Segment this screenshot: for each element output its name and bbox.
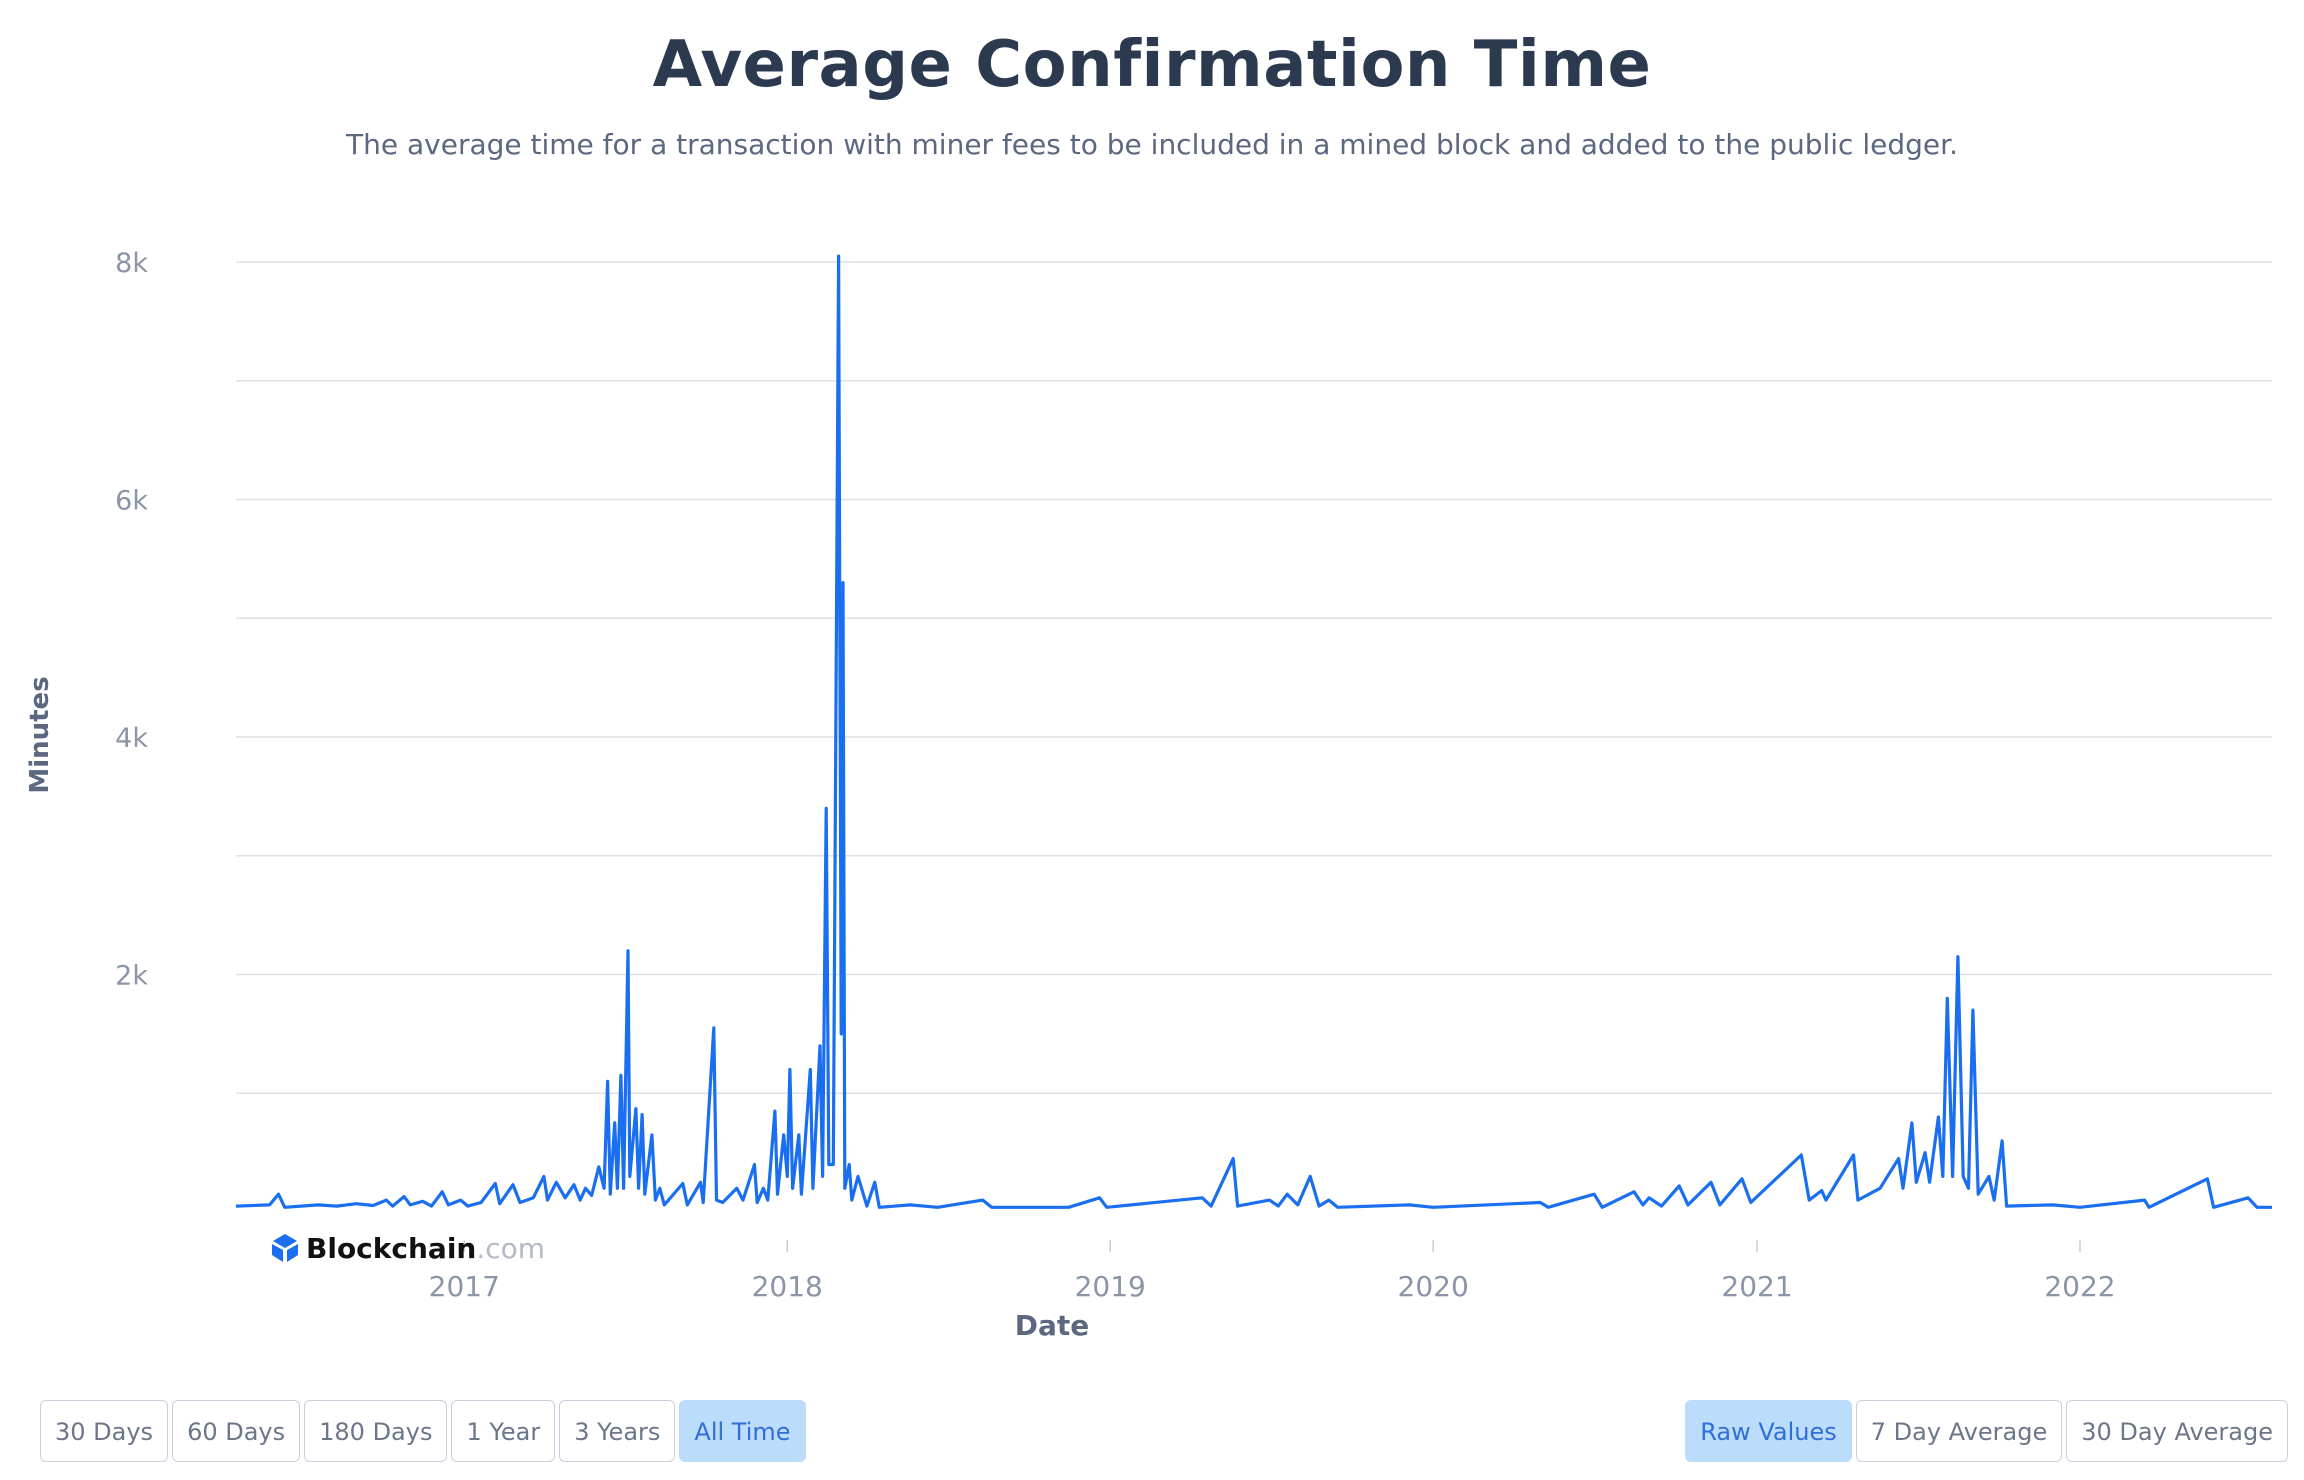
y-tick-label: 6k [115,486,148,517]
mode-7-day-average-button[interactable]: 7 Day Average [1855,1400,2063,1462]
page-subtitle: The average time for a transaction with … [346,128,1958,161]
mode-30-day-average-button[interactable]: 30 Day Average [2066,1400,2288,1462]
watermark-brand: Blockchain [306,1232,476,1265]
blockchain-logo-icon [272,1234,298,1262]
time-range-selector: 30 Days 60 Days 180 Days 1 Year 3 Years All T… [40,1400,806,1462]
x-tick-label: 2018 [752,1270,823,1303]
y-axis-label: Minutes [25,676,55,793]
svg-text:Blockchain.com: Blockchain.com [306,1232,545,1265]
range-3-years-button[interactable]: 3 Years [559,1400,676,1462]
series-line [235,254,2272,1209]
page-title: Average Confirmation Time [652,28,1652,102]
grid-lines [236,261,2272,1094]
y-tick-label: 4k [115,723,148,754]
range-1-year-button[interactable]: 1 Year [451,1400,556,1462]
x-tick-label: 2021 [1721,1270,1792,1303]
x-tick-label: 2022 [2044,1270,2115,1303]
series-layer [235,254,2272,1209]
range-180-days-button[interactable]: 180 Days [304,1400,448,1462]
x-tick-label: 2017 [429,1270,500,1303]
x-tick-label: 2020 [1398,1270,1469,1303]
value-mode-selector: Raw Values 7 Day Average 30 Day Average [1685,1400,2288,1462]
x-axis-label: Date [1015,1309,1090,1342]
range-all-time-button[interactable]: All Time [679,1400,806,1462]
y-tick-label: 8k [115,248,148,279]
watermark-suffix: .com [476,1232,545,1265]
x-tick-label: 2019 [1075,1270,1146,1303]
mode-raw-values-button[interactable]: Raw Values [1685,1400,1852,1462]
blockchain-watermark: Blockchain.com [272,1232,545,1265]
y-tick-labels: 2k 4k 6k 8k [115,248,148,992]
x-tick-labels: 2017 2018 2019 2020 2021 2022 [429,1240,2116,1303]
range-60-days-button[interactable]: 60 Days [172,1400,301,1462]
range-30-days-button[interactable]: 30 Days [40,1400,169,1462]
y-tick-label: 2k [115,961,148,992]
